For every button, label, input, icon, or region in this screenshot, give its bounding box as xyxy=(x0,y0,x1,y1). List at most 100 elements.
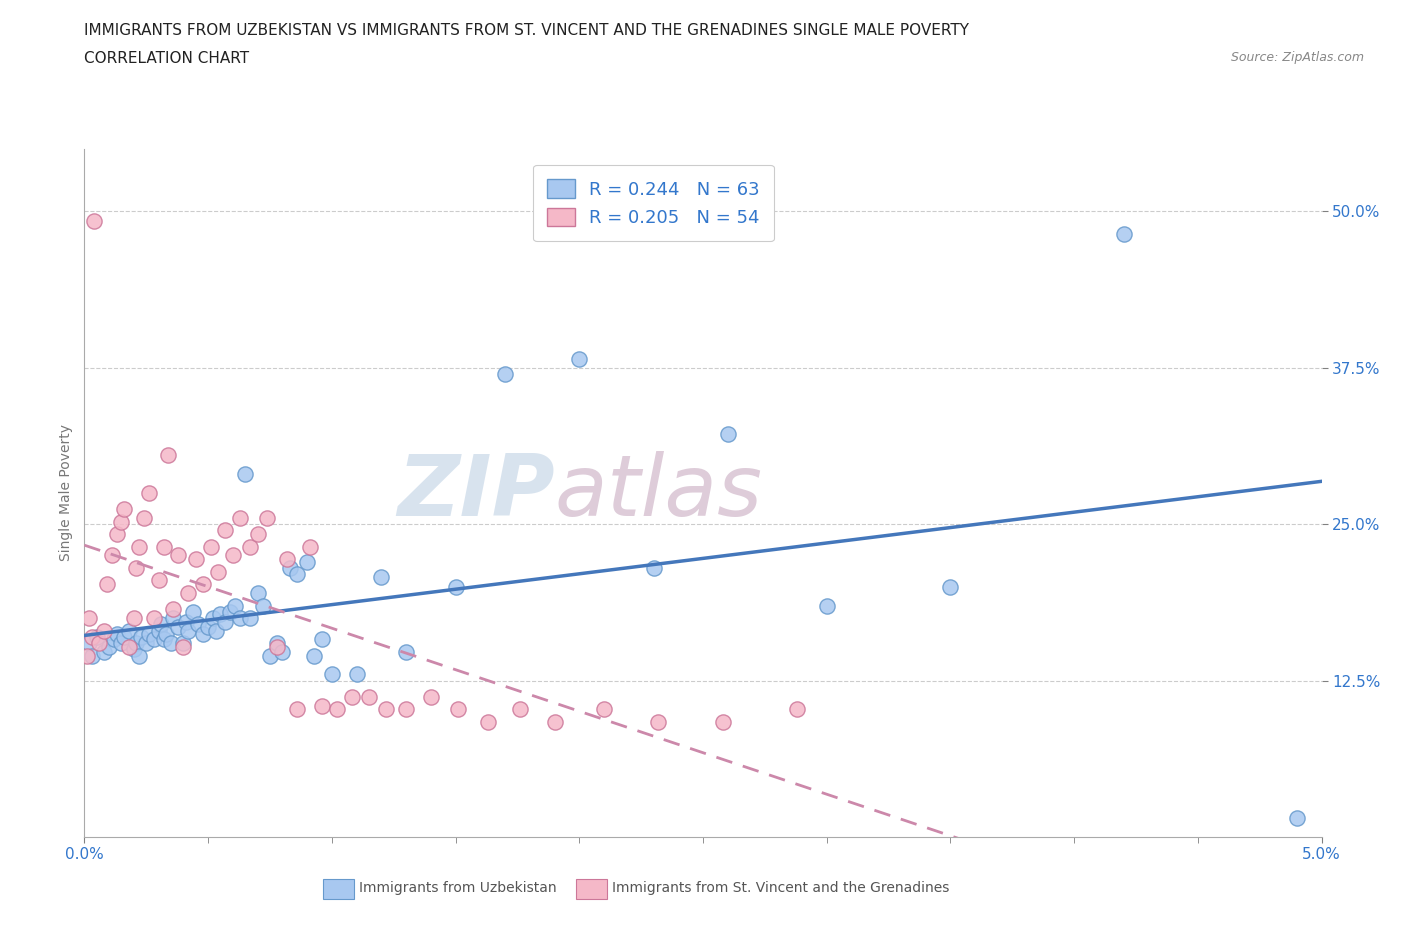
Point xyxy=(152,539,174,554)
Point xyxy=(200,539,222,554)
Point xyxy=(395,702,418,717)
Point xyxy=(246,586,269,601)
Point xyxy=(155,627,177,642)
Text: IMMIGRANTS FROM UZBEKISTAN VS IMMIGRANTS FROM ST. VINCENT AND THE GRENADINES SIN: IMMIGRANTS FROM UZBEKISTAN VS IMMIGRANTS… xyxy=(84,23,969,38)
Point xyxy=(939,579,962,594)
Y-axis label: Single Male Poverty: Single Male Poverty xyxy=(59,424,73,562)
Point xyxy=(105,627,128,642)
Point xyxy=(142,631,165,646)
Point xyxy=(191,627,214,642)
Point xyxy=(86,630,108,644)
Point xyxy=(285,566,308,581)
Point xyxy=(148,623,170,638)
Point xyxy=(209,607,232,622)
Point xyxy=(167,548,190,563)
Point xyxy=(214,615,236,630)
Point xyxy=(103,631,125,646)
Point xyxy=(125,635,148,650)
Point xyxy=(207,565,229,579)
Point xyxy=(96,577,118,591)
Text: Source: ZipAtlas.com: Source: ZipAtlas.com xyxy=(1230,51,1364,64)
Point xyxy=(321,667,343,682)
Point xyxy=(79,635,101,650)
Point xyxy=(239,611,262,626)
Point xyxy=(191,577,214,591)
Point xyxy=(128,648,150,663)
Point xyxy=(266,639,288,654)
Point xyxy=(266,635,288,650)
Point xyxy=(311,698,333,713)
Point xyxy=(246,526,269,541)
Point xyxy=(509,702,531,717)
Point xyxy=(174,615,197,630)
Point xyxy=(138,627,160,642)
Point xyxy=(239,539,262,554)
Point xyxy=(259,648,281,663)
Point xyxy=(447,702,470,717)
Point xyxy=(80,648,103,663)
Point xyxy=(132,511,155,525)
Point xyxy=(142,611,165,626)
Point xyxy=(172,639,194,654)
Point xyxy=(298,539,321,554)
Point xyxy=(112,501,135,516)
Point xyxy=(118,639,141,654)
Point xyxy=(219,604,242,619)
Point xyxy=(135,635,157,650)
Point xyxy=(162,611,184,626)
Point xyxy=(83,214,105,229)
Point xyxy=(278,561,301,576)
Point xyxy=(122,611,145,626)
Point xyxy=(177,623,200,638)
Point xyxy=(786,702,808,717)
Point xyxy=(395,644,418,659)
Point xyxy=(229,511,252,525)
Point xyxy=(93,644,115,659)
Point xyxy=(110,635,132,650)
Point xyxy=(304,648,326,663)
Text: atlas: atlas xyxy=(554,451,762,535)
Point xyxy=(181,604,204,619)
Point xyxy=(112,630,135,644)
Text: Immigrants from Uzbekistan: Immigrants from Uzbekistan xyxy=(359,881,557,896)
Point xyxy=(98,639,121,654)
Point xyxy=(593,702,616,717)
Point xyxy=(285,702,308,717)
Point xyxy=(138,485,160,500)
Point xyxy=(177,586,200,601)
Point xyxy=(152,631,174,646)
Text: CORRELATION CHART: CORRELATION CHART xyxy=(84,51,249,66)
Point xyxy=(224,598,246,613)
Point xyxy=(543,714,565,729)
Text: Immigrants from St. Vincent and the Grenadines: Immigrants from St. Vincent and the Gren… xyxy=(612,881,949,896)
Point xyxy=(222,548,245,563)
Point xyxy=(76,648,98,663)
Point xyxy=(79,611,101,626)
Point xyxy=(815,598,838,613)
Point xyxy=(202,611,225,626)
Point xyxy=(89,635,111,650)
Point xyxy=(184,551,207,566)
Point xyxy=(148,573,170,588)
Point xyxy=(419,689,441,704)
Point xyxy=(110,514,132,529)
Point xyxy=(346,667,368,682)
Point xyxy=(256,511,278,525)
Point xyxy=(444,579,467,594)
Point xyxy=(711,714,734,729)
Point xyxy=(93,623,115,638)
Point xyxy=(477,714,499,729)
Point xyxy=(125,561,148,576)
Point xyxy=(80,630,103,644)
Point xyxy=(157,448,180,463)
Point xyxy=(160,635,183,650)
Point xyxy=(197,619,219,634)
Point xyxy=(643,561,665,576)
Point xyxy=(276,551,298,566)
Point xyxy=(150,617,173,631)
Point xyxy=(1285,811,1308,826)
Point xyxy=(252,598,274,613)
Point xyxy=(717,427,740,442)
Point xyxy=(204,623,226,638)
Point xyxy=(214,523,236,538)
